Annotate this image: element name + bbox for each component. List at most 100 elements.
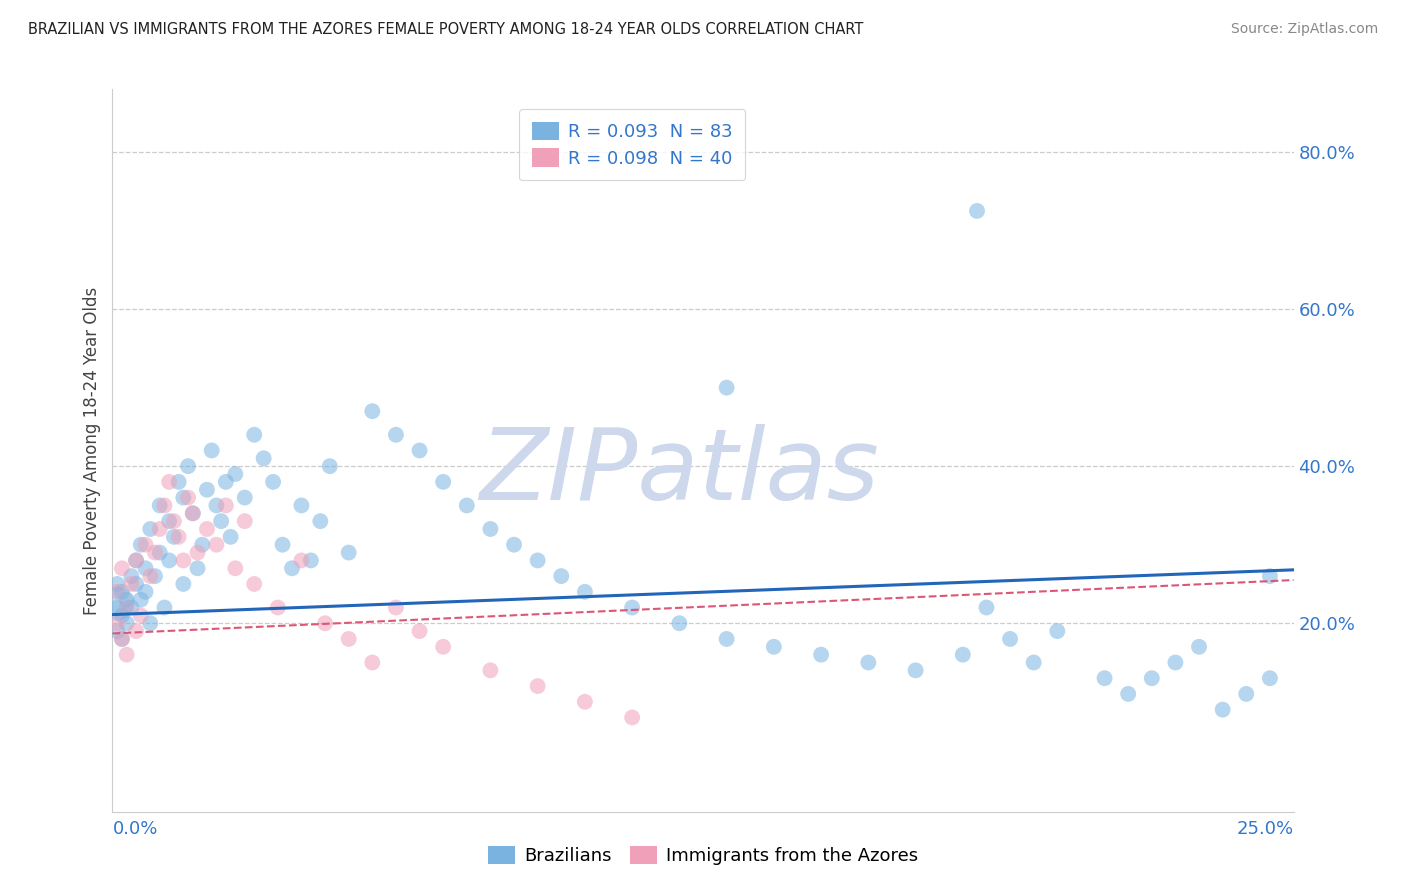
Point (966, 203, 988, 218)
Point (858, 656, 880, 670)
Point (153, 600, 176, 615)
Point (408, 624, 430, 639)
Point (1212, 703, 1234, 717)
Text: 0.0%: 0.0% (112, 820, 157, 838)
Point (157, 553, 180, 567)
Point (149, 499, 172, 513)
Point (195, 483, 218, 497)
Point (181, 506, 204, 520)
Point (181, 506, 204, 520)
Point (432, 475, 454, 489)
Point (668, 616, 690, 631)
Point (479, 664, 502, 678)
Point (337, 632, 360, 646)
Point (1116, 687, 1139, 701)
Point (125, 577, 148, 591)
Point (215, 475, 238, 489)
Legend: Brazilians, Immigrants from the Azores: Brazilians, Immigrants from the Azores (479, 837, 927, 874)
Point (716, 381, 738, 395)
Point (149, 522, 172, 536)
Point (952, 648, 974, 662)
Point (253, 451, 276, 466)
Point (167, 475, 190, 489)
Point (1094, 671, 1116, 685)
Point (243, 427, 266, 442)
Point (125, 624, 148, 639)
Legend: R = 0.093  N = 83, R = 0.098  N = 40: R = 0.093 N = 83, R = 0.098 N = 40 (519, 109, 745, 180)
Point (309, 514, 332, 528)
Point (172, 553, 194, 567)
Point (904, 664, 927, 678)
Point (135, 584, 157, 599)
Point (111, 632, 134, 646)
Point (172, 491, 194, 505)
Point (762, 640, 785, 654)
Point (621, 600, 644, 615)
Point (143, 545, 166, 559)
Y-axis label: Female Poverty Among 18-24 Year Olds: Female Poverty Among 18-24 Year Olds (83, 286, 101, 615)
Point (224, 561, 246, 575)
Point (105, 600, 128, 615)
Point (976, 600, 998, 615)
Point (186, 545, 208, 559)
Text: Source: ZipAtlas.com: Source: ZipAtlas.com (1230, 22, 1378, 37)
Point (621, 710, 644, 724)
Point (163, 530, 186, 544)
Point (1140, 671, 1163, 685)
Point (125, 553, 148, 567)
Point (129, 608, 152, 623)
Point (290, 499, 312, 513)
Point (1258, 671, 1281, 685)
Point (319, 459, 342, 474)
Point (1046, 624, 1069, 639)
Point (361, 656, 384, 670)
Point (271, 538, 294, 552)
Point (143, 569, 166, 583)
Point (153, 499, 176, 513)
Point (105, 616, 128, 631)
Point (290, 553, 312, 567)
Point (120, 569, 142, 583)
Point (574, 584, 596, 599)
Point (215, 499, 238, 513)
Point (105, 597, 128, 611)
Text: BRAZILIAN VS IMMIGRANTS FROM THE AZORES FEMALE POVERTY AMONG 18-24 YEAR OLDS COR: BRAZILIAN VS IMMIGRANTS FROM THE AZORES … (28, 22, 863, 37)
Point (810, 648, 832, 662)
Point (172, 577, 194, 591)
Point (337, 545, 360, 559)
Point (115, 616, 138, 631)
Point (432, 640, 454, 654)
Point (149, 545, 172, 559)
Point (574, 695, 596, 709)
Point (456, 499, 478, 513)
Point (163, 514, 186, 528)
Point (243, 577, 266, 591)
Point (262, 475, 284, 489)
Point (139, 522, 162, 536)
Point (195, 522, 218, 536)
Point (135, 561, 157, 575)
Point (105, 624, 128, 639)
Point (157, 514, 180, 528)
Point (177, 459, 200, 474)
Point (135, 538, 157, 552)
Point (314, 616, 336, 631)
Point (120, 600, 142, 615)
Point (111, 632, 134, 646)
Point (129, 592, 152, 607)
Point (503, 538, 526, 552)
Point (1164, 656, 1187, 670)
Point (111, 561, 134, 575)
Point (233, 491, 256, 505)
Point (361, 404, 384, 418)
Point (267, 600, 290, 615)
Point (1258, 569, 1281, 583)
Point (224, 467, 246, 481)
Point (111, 584, 134, 599)
Point (526, 679, 548, 693)
Point (219, 530, 242, 544)
Point (139, 616, 162, 631)
Point (385, 427, 408, 442)
Point (1234, 687, 1257, 701)
Point (998, 632, 1021, 646)
